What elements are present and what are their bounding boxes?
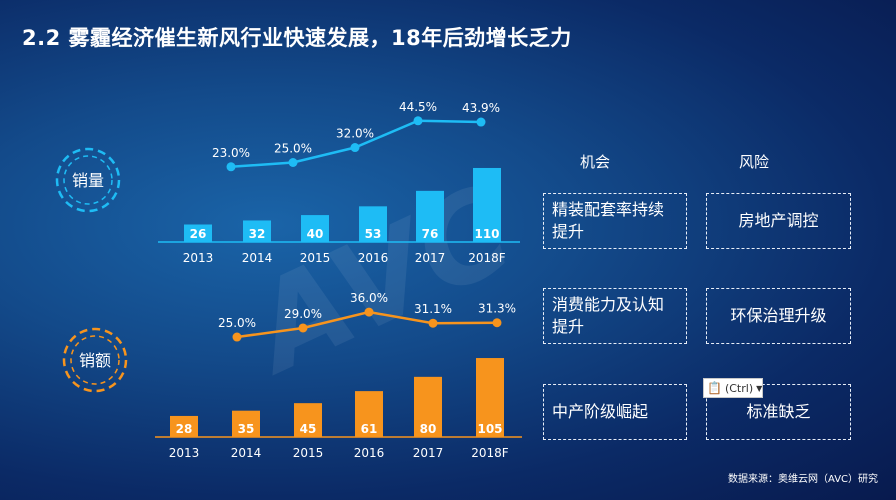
x-tick-label: 2015 [300, 251, 331, 265]
bar [301, 215, 329, 242]
opportunity-text: 精装配套率持续提升 [552, 200, 665, 241]
opportunity-text: 中产阶级崛起 [552, 402, 649, 421]
bar-value-label: 28 [176, 422, 193, 436]
bar-value-label: 40 [307, 227, 324, 241]
growth-point [492, 318, 502, 328]
opportunity-box: 中产阶级崛起 [543, 384, 687, 440]
x-tick-label: 2016 [358, 251, 389, 265]
risk-text: 环保治理升级 [730, 306, 827, 325]
growth-label: 32.0% [336, 127, 374, 141]
growth-label: 29.0% [284, 307, 322, 321]
bar-value-label: 53 [365, 227, 382, 241]
risk-box: 环保治理升级 [706, 288, 851, 344]
x-tick-label: 2015 [293, 446, 324, 460]
bar [294, 403, 322, 437]
risk-text: 标准缺乏 [746, 402, 811, 421]
growth-label: 25.0% [274, 142, 312, 156]
bar [232, 410, 260, 437]
growth-point [428, 318, 438, 328]
growth-label: 23.0% [212, 146, 250, 160]
bar [473, 167, 501, 242]
bar [416, 190, 444, 242]
series-label: 销额 [79, 351, 111, 370]
series-circle [55, 147, 121, 213]
bar [359, 206, 387, 242]
growth-point [226, 162, 236, 172]
paste-label: (Ctrl) [724, 381, 754, 395]
growth-label: 36.0% [350, 291, 388, 305]
growth-point [232, 332, 242, 342]
bar-value-label: 110 [474, 227, 499, 241]
bar-value-label: 76 [422, 227, 439, 241]
series-circle-inner [63, 155, 113, 205]
growth-label: 25.0% [218, 316, 256, 330]
x-tick-label: 2014 [242, 251, 273, 265]
x-tick-label: 2018F [468, 251, 506, 265]
opportunity-header: 机会 [580, 153, 611, 171]
series-circle-inner [70, 335, 120, 385]
growth-point [350, 143, 360, 153]
bar-value-label: 105 [477, 422, 502, 436]
x-tick-label: 2013 [169, 446, 200, 460]
bar-value-label: 61 [361, 422, 378, 436]
series-circle [62, 327, 128, 393]
opportunity-box: 消费能力及认知提升 [543, 288, 687, 344]
data-source: 数据来源：奥维云网（AVC）研究 [728, 474, 879, 485]
page-title: 2.2 雾霾经济催生新风行业快速发展，18年后劲增长乏力 [22, 26, 572, 50]
risk-box: 标准缺乏 [706, 384, 851, 440]
series-label: 销量 [72, 171, 104, 190]
bar [355, 391, 383, 437]
bar [184, 224, 212, 242]
growth-label: 31.3% [478, 302, 516, 316]
x-tick-label: 2013 [183, 251, 214, 265]
growth-label: 44.5% [399, 100, 437, 114]
growth-label: 31.1% [414, 302, 452, 316]
risk-text: 房地产调控 [738, 211, 819, 230]
bar [243, 220, 271, 242]
x-tick-label: 2017 [415, 251, 446, 265]
risk-header: 风险 [739, 153, 770, 171]
bar [170, 415, 198, 437]
bar-value-label: 32 [249, 227, 266, 241]
growth-point [413, 116, 423, 126]
opportunity-text: 消费能力及认知提升 [552, 295, 665, 336]
x-tick-label: 2017 [413, 446, 444, 460]
x-tick-label: 2018F [471, 446, 509, 460]
paste-options-button[interactable]: 📋 (Ctrl) ▼ [703, 378, 763, 398]
growth-point [364, 307, 374, 317]
growth-point [298, 323, 308, 333]
bar-value-label: 45 [300, 422, 317, 436]
growth-point [288, 158, 298, 167]
chevron-down-icon: ▼ [756, 383, 763, 393]
risk-box: 房地产调控 [706, 193, 851, 249]
growth-label: 43.9% [462, 101, 500, 115]
bar-value-label: 80 [420, 422, 437, 436]
x-tick-label: 2016 [354, 446, 385, 460]
bar [476, 358, 504, 437]
clipboard-icon: 📋 [707, 381, 722, 395]
x-tick-label: 2014 [231, 446, 262, 460]
bar-value-label: 26 [190, 227, 207, 241]
growth-point [476, 117, 486, 127]
bar [414, 376, 442, 437]
bar-value-label: 35 [238, 422, 255, 436]
opportunity-box: 精装配套率持续提升 [543, 193, 687, 249]
